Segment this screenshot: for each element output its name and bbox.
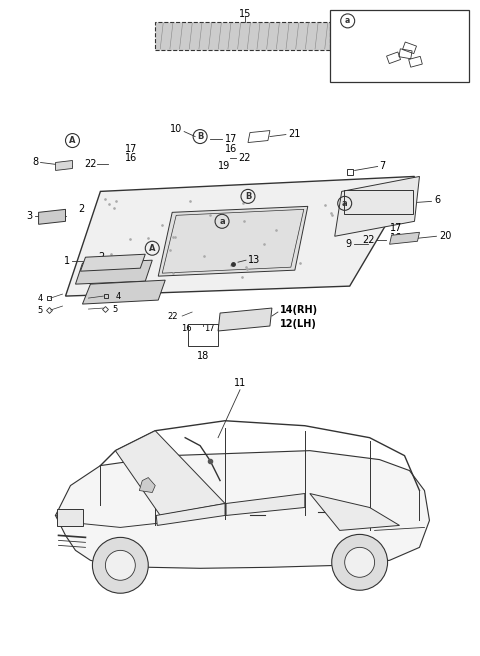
Polygon shape (390, 232, 420, 244)
Polygon shape (310, 493, 399, 531)
Text: 8: 8 (33, 157, 38, 167)
Text: 21: 21 (288, 129, 300, 138)
Polygon shape (83, 280, 165, 304)
Polygon shape (226, 493, 305, 516)
Text: 14(RH): 14(RH) (280, 305, 318, 315)
Text: 23: 23 (400, 14, 419, 28)
Polygon shape (38, 209, 65, 224)
Text: a: a (345, 16, 350, 26)
Polygon shape (75, 260, 152, 284)
Text: 16: 16 (181, 323, 192, 333)
Text: 5: 5 (112, 304, 118, 314)
Text: 16: 16 (125, 154, 138, 163)
Text: 15: 15 (239, 9, 251, 19)
Text: 19: 19 (218, 161, 230, 171)
Circle shape (332, 535, 387, 590)
Text: 16: 16 (225, 144, 237, 154)
Polygon shape (158, 207, 308, 276)
Text: 10: 10 (170, 123, 182, 134)
Text: 1: 1 (64, 256, 71, 266)
Text: 6: 6 (434, 195, 441, 205)
Text: 22: 22 (84, 159, 96, 169)
Text: 2: 2 (98, 252, 105, 262)
Circle shape (93, 537, 148, 593)
Text: 16: 16 (390, 234, 402, 243)
Text: 17: 17 (204, 323, 215, 333)
Text: a: a (342, 199, 348, 208)
Polygon shape (81, 255, 145, 271)
Circle shape (106, 550, 135, 581)
Text: 22: 22 (362, 236, 374, 245)
Text: 7: 7 (380, 161, 386, 171)
Text: 22: 22 (168, 312, 178, 321)
Polygon shape (218, 308, 272, 331)
Text: 22: 22 (238, 154, 251, 163)
Text: B: B (245, 192, 251, 201)
Text: 5: 5 (37, 306, 43, 315)
Polygon shape (139, 478, 155, 493)
Circle shape (345, 547, 374, 577)
Polygon shape (56, 451, 430, 568)
Bar (188, 324, 218, 346)
Polygon shape (115, 431, 225, 516)
Text: 2: 2 (78, 205, 84, 215)
Polygon shape (156, 504, 225, 525)
Text: a: a (219, 217, 225, 226)
Text: 17: 17 (225, 134, 238, 144)
Text: A: A (69, 136, 76, 145)
Text: 13: 13 (248, 255, 260, 265)
Text: 11: 11 (234, 378, 246, 388)
Text: A: A (149, 244, 156, 253)
Text: B: B (197, 132, 204, 141)
Text: 17: 17 (125, 144, 138, 154)
Text: 17: 17 (390, 223, 402, 234)
Text: 4: 4 (115, 292, 120, 300)
Text: 3: 3 (26, 211, 33, 221)
Bar (330, 10, 469, 82)
Text: 12(LH): 12(LH) (280, 319, 317, 329)
Polygon shape (56, 161, 72, 171)
Polygon shape (335, 176, 420, 236)
Polygon shape (65, 176, 415, 296)
Text: 4: 4 (37, 294, 43, 302)
FancyBboxPatch shape (155, 22, 330, 50)
Text: 18: 18 (197, 351, 209, 361)
Text: 20: 20 (439, 232, 452, 241)
FancyBboxPatch shape (57, 510, 84, 526)
Text: 9: 9 (346, 239, 352, 249)
